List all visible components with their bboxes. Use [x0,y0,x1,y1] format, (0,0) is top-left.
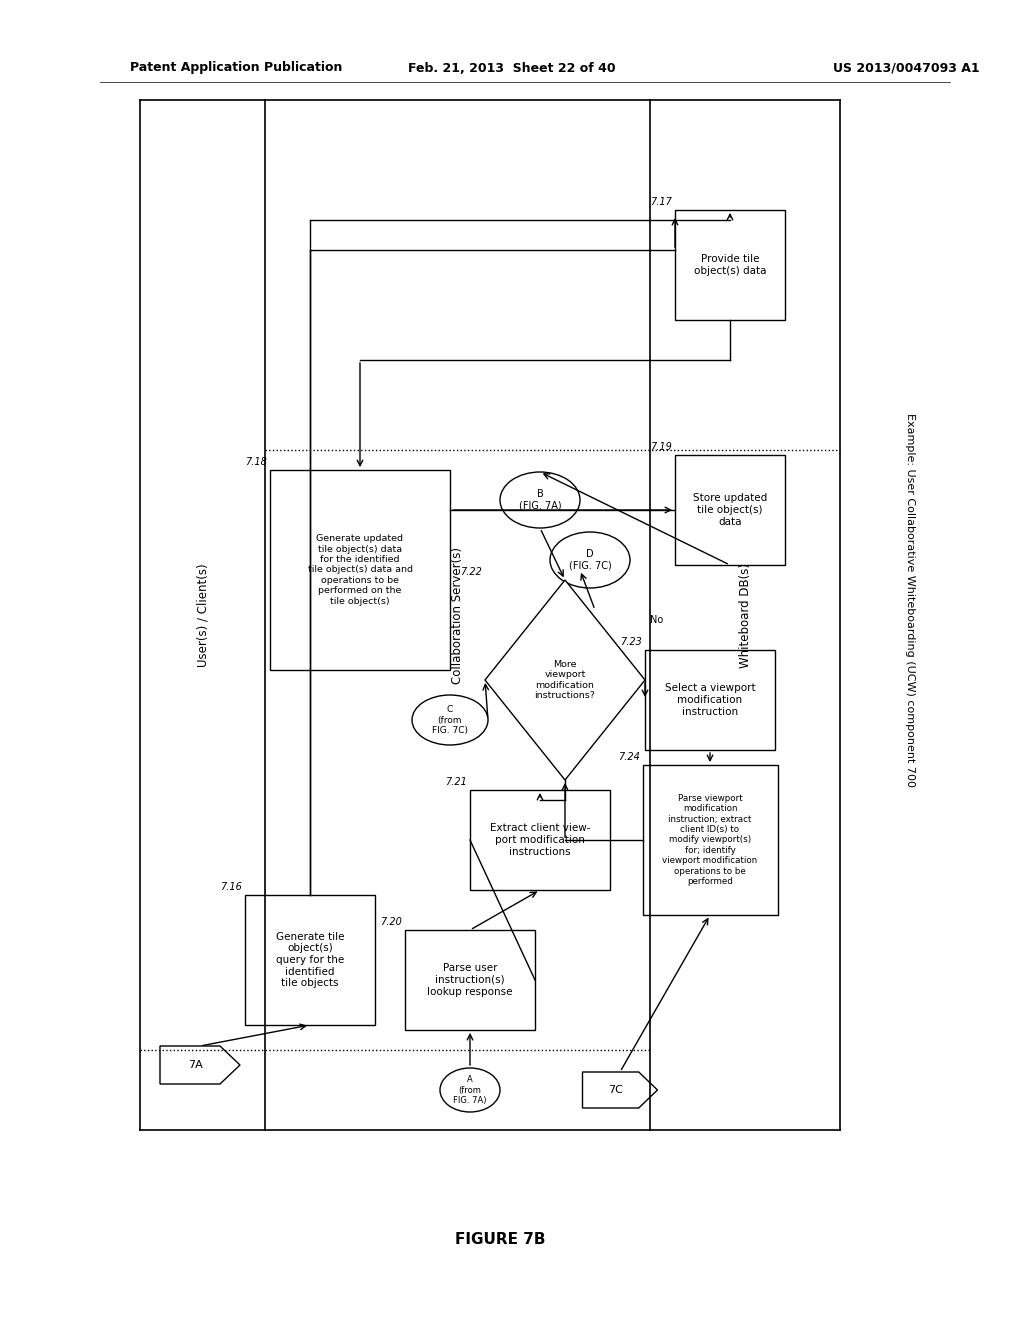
Ellipse shape [440,1068,500,1111]
Bar [270,470,450,671]
Text: No: No [650,615,664,624]
Text: Parse user
instruction(s)
lookup response: Parse user instruction(s) lookup respons… [427,964,513,997]
Text: 7.20: 7.20 [380,917,402,927]
Text: 7.24: 7.24 [617,752,640,762]
Text: US 2013/0047093 A1: US 2013/0047093 A1 [834,62,980,74]
Text: 7.19: 7.19 [650,442,672,451]
Text: Store updated
tile object(s)
data: Store updated tile object(s) data [693,494,767,527]
Text: 7.21: 7.21 [445,777,467,787]
Text: A
(from
FIG. 7A): A (from FIG. 7A) [454,1074,486,1105]
Polygon shape [160,1045,240,1084]
Text: 7.16: 7.16 [220,882,242,892]
Bar [470,789,610,890]
Text: Generate updated
tile object(s) data
for the identified
tile object(s) data and
: Generate updated tile object(s) data for… [307,535,413,606]
Text: Parse viewport
modification
instruction; extract
client ID(s) to
modify viewport: Parse viewport modification instruction;… [663,793,758,886]
Bar [406,931,535,1030]
Text: More
viewport
modification
instructions?: More viewport modification instructions? [535,660,595,700]
Bar [675,210,785,319]
Text: User(s) / Client(s): User(s) / Client(s) [196,564,209,667]
Text: Feb. 21, 2013  Sheet 22 of 40: Feb. 21, 2013 Sheet 22 of 40 [409,62,615,74]
Text: 7A: 7A [187,1060,203,1071]
Text: Generate tile
object(s)
query for the
identified
tile objects: Generate tile object(s) query for the id… [275,932,344,989]
Bar [675,455,785,565]
Text: FIGURE 7B: FIGURE 7B [455,1233,545,1247]
Polygon shape [583,1072,657,1107]
Bar [642,766,777,915]
Text: Yes: Yes [650,680,666,690]
Text: 7.17: 7.17 [650,197,672,207]
Text: 7C: 7C [608,1085,623,1096]
Bar [645,649,775,750]
Text: 7.18: 7.18 [245,457,267,467]
Text: Select a viewport
modification
instruction: Select a viewport modification instructi… [665,684,756,717]
Text: 7.23: 7.23 [621,638,642,647]
Text: 7.22: 7.22 [460,568,482,577]
Text: Whiteboard DB(s): Whiteboard DB(s) [738,562,752,668]
Ellipse shape [500,473,580,528]
Ellipse shape [412,696,488,744]
Text: Extract client view-
port modification
instructions: Extract client view- port modification i… [489,824,590,857]
Text: C
(from
FIG. 7C): C (from FIG. 7C) [432,705,468,735]
Text: D
(FIG. 7C): D (FIG. 7C) [568,549,611,570]
Text: Collaboration Server(s): Collaboration Server(s) [451,546,464,684]
Text: Example: User Collaborative Whiteboarding (UCW) component 700: Example: User Collaborative Whiteboardin… [905,413,915,787]
Ellipse shape [550,532,630,587]
Text: Provide tile
object(s) data: Provide tile object(s) data [693,255,766,276]
Bar [245,895,375,1026]
Text: B
(FIG. 7A): B (FIG. 7A) [519,490,561,511]
Polygon shape [485,579,645,780]
Text: Patent Application Publication: Patent Application Publication [130,62,342,74]
